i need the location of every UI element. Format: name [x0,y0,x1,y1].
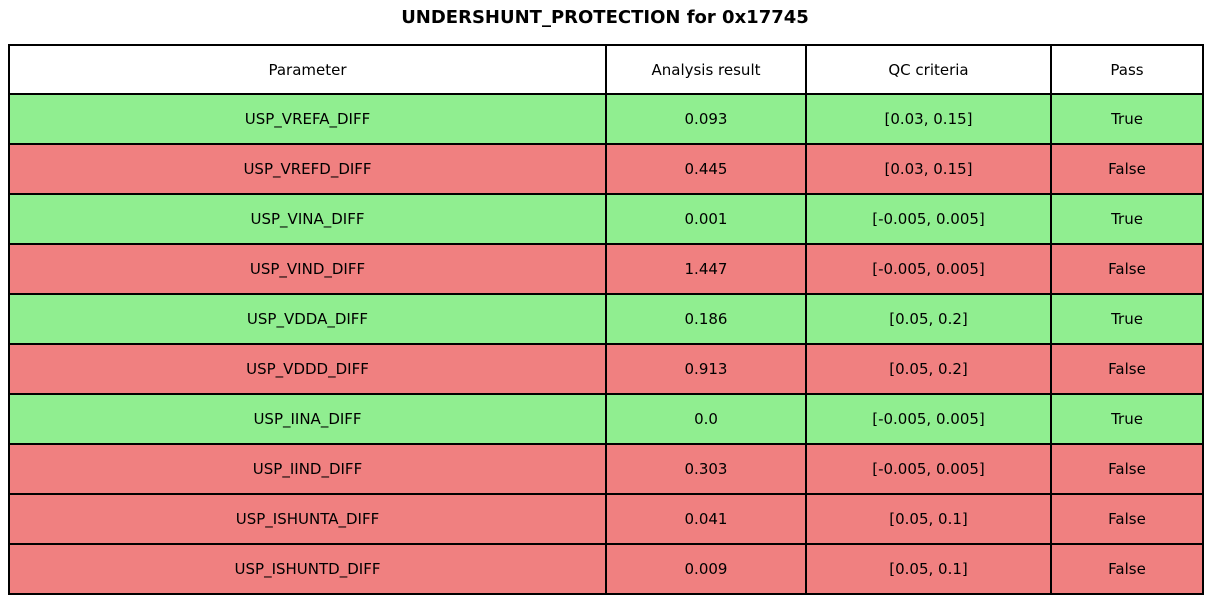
table-row: USP_IIND_DIFF 0.303 [-0.005, 0.005] Fals… [8,443,1204,495]
table-row: USP_IINA_DIFF 0.0 [-0.005, 0.005] True [8,393,1204,445]
cell-qc-criteria: [-0.005, 0.005] [805,393,1052,445]
cell-pass: True [1050,93,1204,145]
cell-parameter: USP_VINA_DIFF [8,193,607,245]
table-row: USP_ISHUNTD_DIFF 0.009 [0.05, 0.1] False [8,543,1204,595]
table-row: USP_VREFA_DIFF 0.093 [0.03, 0.15] True [8,93,1204,145]
cell-parameter: USP_IIND_DIFF [8,443,607,495]
table-row: USP_ISHUNTA_DIFF 0.041 [0.05, 0.1] False [8,493,1204,545]
cell-parameter: USP_ISHUNTD_DIFF [8,543,607,595]
cell-qc-criteria: [-0.005, 0.005] [805,193,1052,245]
cell-parameter: USP_VREFA_DIFF [8,93,607,145]
table-row: USP_VDDA_DIFF 0.186 [0.05, 0.2] True [8,293,1204,345]
cell-qc-criteria: [0.05, 0.1] [805,493,1052,545]
cell-qc-criteria: [0.05, 0.2] [805,343,1052,395]
header-row: Parameter Analysis result QC criteria Pa… [8,44,1204,95]
cell-analysis-result: 0.445 [605,143,807,195]
cell-parameter: USP_VDDD_DIFF [8,343,607,395]
cell-analysis-result: 0.303 [605,443,807,495]
cell-pass: True [1050,393,1204,445]
col-header-qc-criteria: QC criteria [805,44,1052,95]
table-row: USP_VDDD_DIFF 0.913 [0.05, 0.2] False [8,343,1204,395]
table-row: USP_VREFD_DIFF 0.445 [0.03, 0.15] False [8,143,1204,195]
cell-parameter: USP_IINA_DIFF [8,393,607,445]
cell-analysis-result: 0.001 [605,193,807,245]
cell-pass: False [1050,443,1204,495]
cell-qc-criteria: [0.05, 0.1] [805,543,1052,595]
page-title: UNDERSHUNT_PROTECTION for 0x17745 [401,7,809,28]
cell-qc-criteria: [0.03, 0.15] [805,143,1052,195]
cell-parameter: USP_VDDA_DIFF [8,293,607,345]
cell-qc-criteria: [-0.005, 0.005] [805,243,1052,295]
cell-pass: False [1050,543,1204,595]
cell-pass: False [1050,143,1204,195]
cell-analysis-result: 0.009 [605,543,807,595]
cell-parameter: USP_VREFD_DIFF [8,143,607,195]
cell-pass: False [1050,493,1204,545]
col-header-pass: Pass [1050,44,1204,95]
cell-qc-criteria: [0.03, 0.15] [805,93,1052,145]
cell-parameter: USP_ISHUNTA_DIFF [8,493,607,545]
cell-parameter: USP_VIND_DIFF [8,243,607,295]
table-row: USP_VINA_DIFF 0.001 [-0.005, 0.005] True [8,193,1204,245]
cell-analysis-result: 1.447 [605,243,807,295]
cell-pass: False [1050,343,1204,395]
cell-analysis-result: 0.0 [605,393,807,445]
cell-analysis-result: 0.093 [605,93,807,145]
col-header-analysis-result: Analysis result [605,44,807,95]
cell-analysis-result: 0.186 [605,293,807,345]
table-row: USP_VIND_DIFF 1.447 [-0.005, 0.005] Fals… [8,243,1204,295]
qc-results-table: Parameter Analysis result QC criteria Pa… [8,44,1204,595]
cell-analysis-result: 0.041 [605,493,807,545]
cell-qc-criteria: [-0.005, 0.005] [805,443,1052,495]
col-header-parameter: Parameter [8,44,607,95]
cell-pass: True [1050,193,1204,245]
cell-analysis-result: 0.913 [605,343,807,395]
cell-pass: False [1050,243,1204,295]
cell-qc-criteria: [0.05, 0.2] [805,293,1052,345]
cell-pass: True [1050,293,1204,345]
